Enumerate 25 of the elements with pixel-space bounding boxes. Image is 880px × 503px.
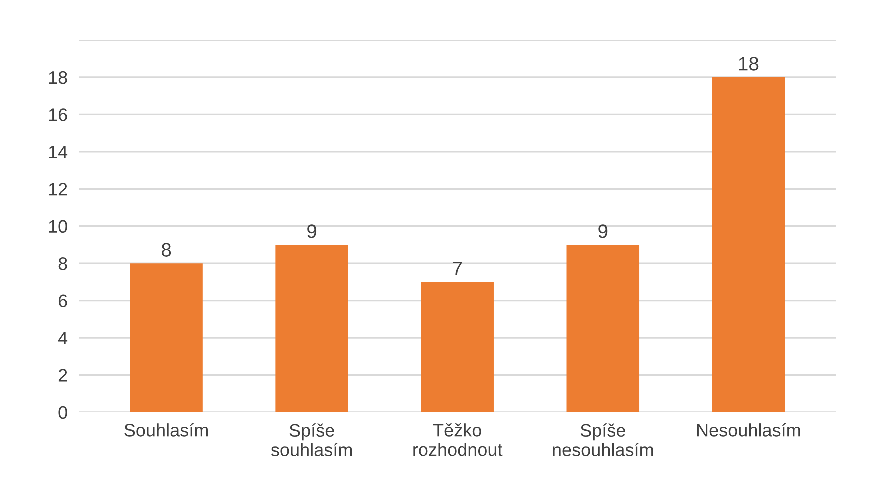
x-tick-label: Spíše nesouhlasím	[553, 424, 654, 456]
y-tick-label: 12	[49, 183, 68, 196]
y-tick-label: 16	[49, 108, 68, 122]
x-tick-label: Spíše souhlasím	[271, 424, 352, 456]
y-tick-label: 18	[49, 71, 68, 84]
data-label: 9	[308, 224, 317, 238]
bar	[566, 244, 640, 412]
y-tick-label: 0	[58, 406, 68, 420]
x-tick-label: Nesouhlasím	[697, 423, 800, 437]
y-tick-label: 2	[58, 369, 68, 382]
x-tick-label: Těžko rozhodnout	[414, 424, 503, 456]
data-label: 7	[453, 262, 462, 276]
y-tick-label: 14	[49, 146, 68, 158]
data-label: 18	[739, 57, 759, 71]
data-label: 9	[598, 224, 608, 238]
bar	[712, 77, 786, 412]
y-tick-label: 4	[58, 332, 68, 345]
bar	[130, 264, 203, 412]
bar	[276, 244, 348, 412]
y-tick-label: 6	[58, 294, 68, 308]
x-tick-label: Souhlasím	[124, 423, 208, 437]
data-label: 8	[162, 243, 172, 257]
bar	[421, 282, 494, 412]
y-tick-label: 10	[49, 220, 68, 234]
y-tick-label: 8	[58, 258, 68, 270]
